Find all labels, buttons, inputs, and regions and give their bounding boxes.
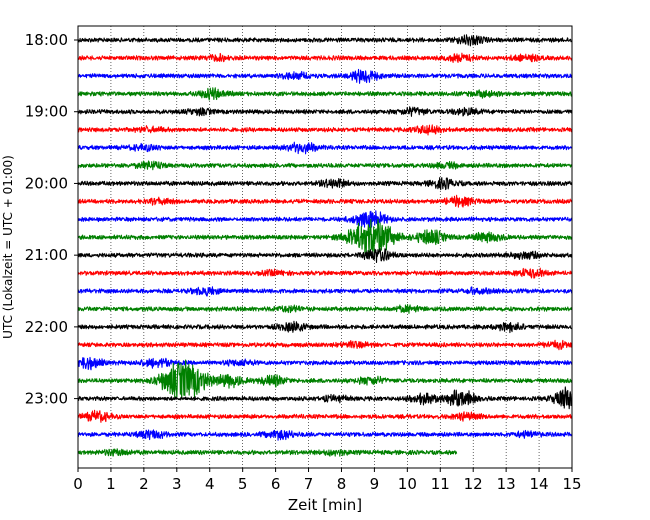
x-tick-label: 9 (370, 475, 380, 493)
seismogram-trace (77, 303, 573, 314)
x-tick-label: 10 (398, 475, 417, 493)
x-tick-label: 5 (238, 475, 248, 493)
seismogram-trace (77, 87, 573, 101)
y-tick-label: 20:00 (25, 174, 68, 192)
x-tick-label: 12 (464, 475, 483, 493)
seismogram-trace (77, 210, 573, 228)
x-tick-label: 3 (172, 475, 182, 493)
x-tick-label: 13 (497, 475, 516, 493)
seismogram-trace (77, 34, 573, 47)
seismogram-trace (77, 177, 573, 191)
seismogram-trace (77, 160, 573, 171)
y-tick-label: 23:00 (25, 390, 68, 408)
seismogram-trace (77, 106, 573, 117)
x-tick-label: 7 (304, 475, 314, 493)
plot-frame (77, 25, 573, 469)
x-tick-label: 4 (205, 475, 215, 493)
seismogram-trace (77, 409, 573, 423)
seismogram-trace (77, 386, 573, 410)
seismogram-trace (77, 320, 573, 334)
seismogram-trace (77, 448, 458, 457)
x-tick-label: 11 (431, 475, 450, 493)
seismogram-trace (77, 218, 573, 259)
seismogram-trace (77, 52, 573, 64)
seismogram-traces (77, 34, 573, 457)
seismogram-trace (77, 124, 573, 136)
x-axis-label: Zeit [min] (288, 496, 362, 514)
y-tick-label: 19:00 (25, 103, 68, 121)
seismogram-trace (77, 429, 573, 441)
x-tick-label: 14 (530, 475, 549, 493)
y-tick-label: 22:00 (25, 318, 68, 336)
y-axis-label: UTC (Lokalzeit = UTC + 01:00) (1, 155, 15, 339)
x-tick-label: 6 (271, 475, 281, 493)
x-tick-label: 1 (106, 475, 116, 493)
seismogram-trace (77, 68, 573, 84)
y-tick-label: 18:00 (25, 31, 68, 49)
x-tick-label: 8 (337, 475, 347, 493)
x-tick-label: 0 (73, 475, 83, 493)
y-tick-label: 21:00 (25, 246, 68, 264)
seismogram-trace (77, 267, 573, 279)
seismogram-trace (77, 359, 573, 400)
y-axis-ticks: 18:00 19:00 20:00 21:00 22:00 23:00 (25, 31, 78, 408)
seismogram-trace (77, 194, 573, 208)
x-axis-ticks: 0 1 2 3 4 5 6 7 8 9 10 11 12 13 14 15 (73, 468, 582, 493)
seismogram-trace (77, 286, 573, 297)
x-tick-label: 15 (562, 475, 581, 493)
seismogram-trace (77, 247, 573, 263)
seismogram-trace (77, 356, 573, 371)
seismogram-trace (77, 141, 573, 155)
seismogram-trace (77, 339, 573, 351)
x-tick-label: 2 (139, 475, 149, 493)
